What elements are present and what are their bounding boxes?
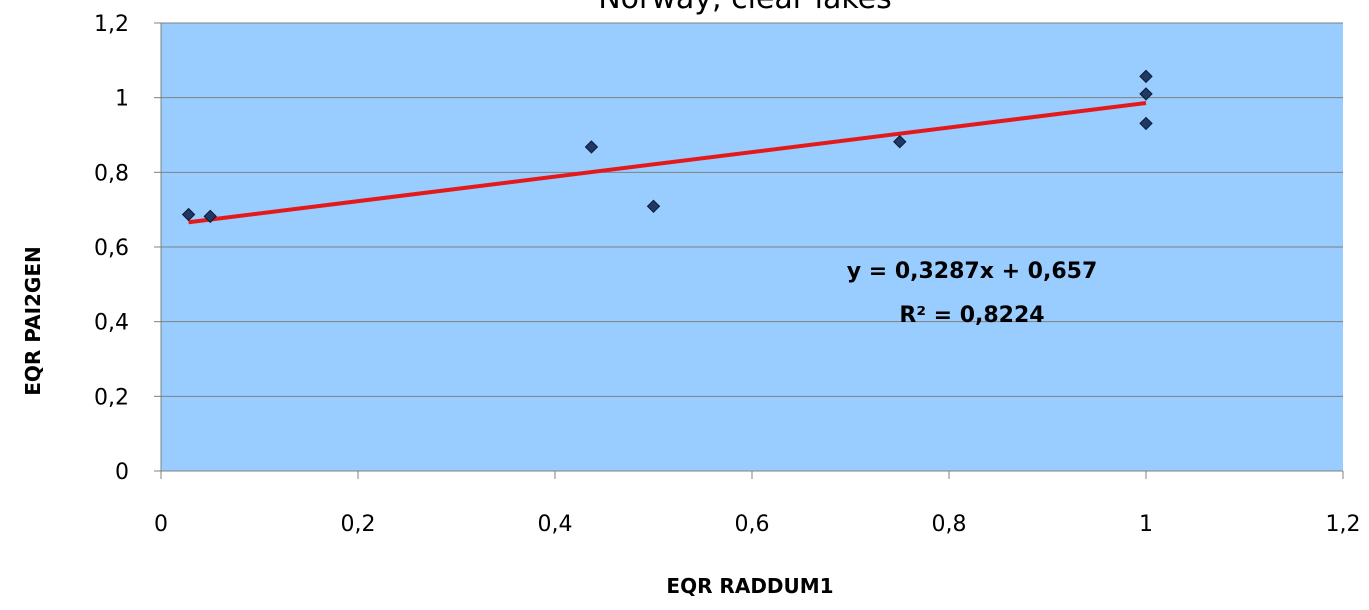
axes	[154, 22, 1344, 479]
data-point-6	[1139, 87, 1153, 101]
data-point-4	[893, 135, 907, 149]
y-tick-label-3: 0,6	[94, 236, 129, 261]
x-tick-label-0: 0	[154, 512, 168, 537]
y-tick-label-1: 0,2	[94, 385, 129, 410]
data-point-3	[646, 199, 661, 214]
r-squared-label: R² = 0,8224	[899, 303, 1044, 328]
x-tick-label-5: 1	[1139, 512, 1153, 537]
data-point-7	[1139, 116, 1153, 131]
x-tick-labels: 0 0,2 0,4 0,6 0,8 1 1,2	[154, 512, 1361, 537]
data-point-5	[1139, 69, 1153, 84]
x-axis-title: EQR RADDUM1	[666, 574, 833, 598]
x-tick-label-6: 1,2	[1326, 512, 1361, 537]
y-tick-labels: 0 0,2 0,4 0,6 0,8 1 1,2	[94, 12, 129, 485]
y-tick-label-5: 1	[115, 87, 129, 112]
trendline-equation: y = 0,3287x + 0,657	[847, 259, 1098, 284]
data-points	[181, 69, 1153, 224]
x-tick-label-2: 0,4	[538, 512, 573, 537]
chart-title: Norway, clear lakes	[598, 0, 892, 16]
data-point-1	[203, 209, 217, 224]
gridlines	[161, 22, 1343, 397]
y-tick-label-4: 0,8	[94, 161, 129, 186]
x-tick-label-1: 0,2	[341, 512, 376, 537]
x-tick-label-3: 0,6	[735, 512, 770, 537]
y-tick-label-2: 0,4	[94, 311, 129, 336]
trendline	[188, 101, 1147, 225]
y-tick-label-6: 1,2	[94, 12, 129, 37]
y-tick-label-0: 0	[115, 460, 129, 485]
y-axis-title: EQR PAI2GEN	[21, 246, 45, 396]
data-point-0	[181, 207, 196, 222]
x-tick-label-4: 0,8	[932, 512, 967, 537]
data-point-2	[584, 140, 599, 154]
